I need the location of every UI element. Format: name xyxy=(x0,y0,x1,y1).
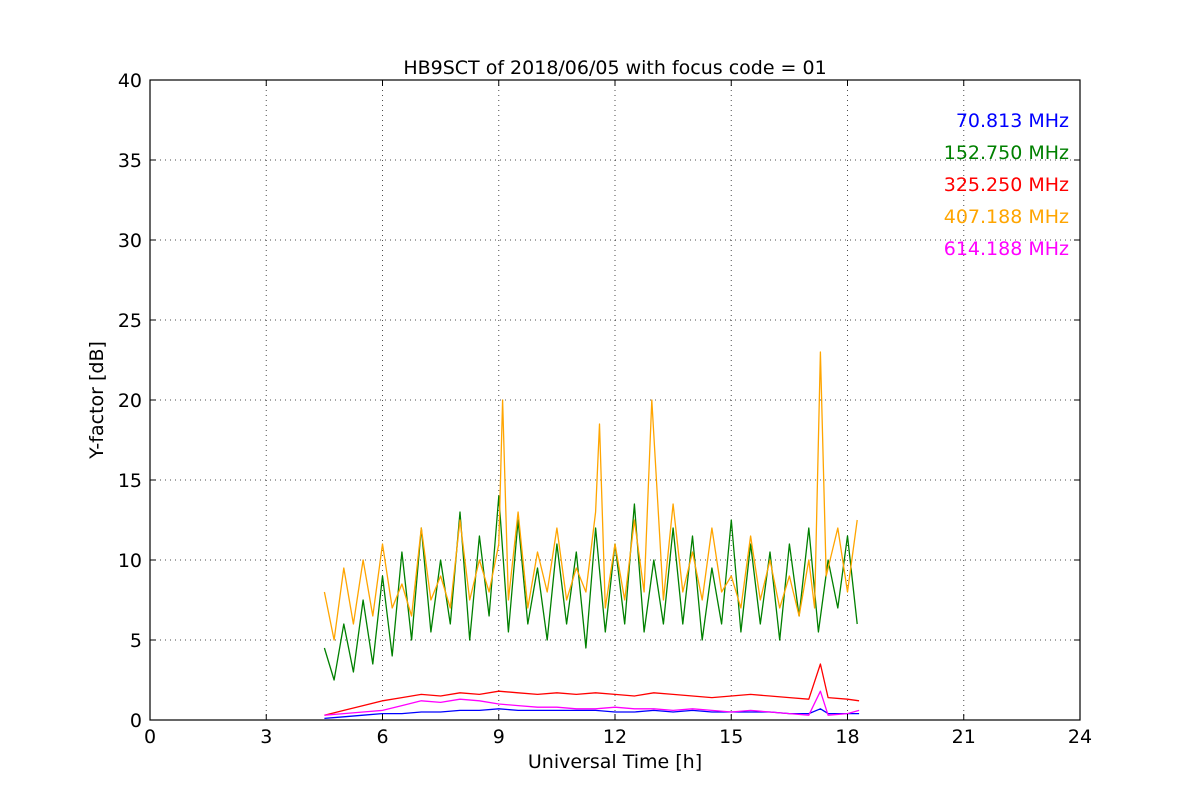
legend-entry-4: 614.188 MHz xyxy=(944,238,1069,260)
y-tick-label: 15 xyxy=(118,470,142,492)
x-tick-label: 3 xyxy=(260,726,272,748)
y-tick-label: 0 xyxy=(130,710,142,732)
x-tick-label: 0 xyxy=(144,726,156,748)
series-line-4 xyxy=(324,690,860,716)
x-tick-label: 12 xyxy=(603,726,627,748)
legend: 70.813 MHz 152.750 MHz 325.250 MHz 407.188 … xyxy=(944,110,1069,260)
x-tick-label: 21 xyxy=(952,726,976,748)
y-tick-label: 10 xyxy=(118,550,142,572)
grid-lines xyxy=(150,80,1080,720)
legend-entry-3: 407.188 MHz xyxy=(944,206,1069,228)
legend-entry-2: 325.250 MHz xyxy=(944,174,1069,196)
x-tick-label: 18 xyxy=(835,726,859,748)
x-tick-label: 24 xyxy=(1068,726,1092,748)
legend-entry-1: 152.750 MHz xyxy=(944,142,1069,164)
plot-series xyxy=(323,351,860,720)
axis-ticks: 0 3 6 9 12 15 18 21 24 0 5 10 15 20 25 30 35 40 xyxy=(118,70,1092,748)
y-tick-label: 30 xyxy=(118,230,142,252)
y-tick-label: 20 xyxy=(118,390,142,412)
series-line-3 xyxy=(323,351,858,641)
x-tick-label: 15 xyxy=(719,726,743,748)
x-tick-label: 6 xyxy=(376,726,388,748)
y-axis-label: Y-factor [dB] xyxy=(86,341,108,460)
series-line-2 xyxy=(324,663,860,716)
chart-title: HB9SCT of 2018/06/05 with focus code = 0… xyxy=(403,57,826,79)
x-axis-label: Universal Time [h] xyxy=(528,751,702,773)
x-tick-label: 9 xyxy=(493,726,505,748)
y-tick-label: 25 xyxy=(118,310,142,332)
legend-entry-0: 70.813 MHz xyxy=(956,110,1069,132)
y-tick-label: 5 xyxy=(130,630,142,652)
y-tick-label: 35 xyxy=(118,150,142,172)
y-tick-label: 40 xyxy=(118,70,142,92)
